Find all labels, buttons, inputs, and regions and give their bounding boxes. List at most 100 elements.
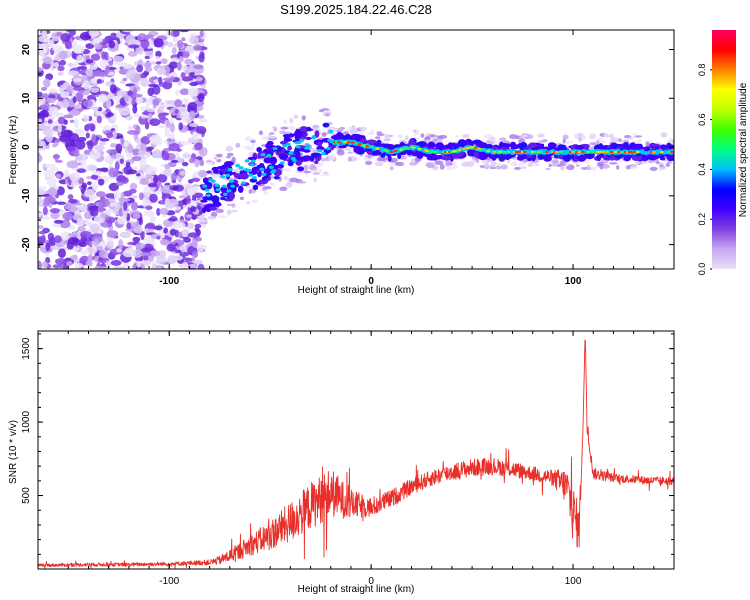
noise-blob — [97, 206, 105, 213]
ridge-body-blob — [295, 159, 302, 166]
ridge-body-blob — [259, 163, 265, 168]
ridge-core-blob — [214, 183, 220, 187]
noise-blob — [67, 233, 79, 238]
noise-blob — [42, 127, 53, 136]
ridge-body-blob — [202, 207, 207, 214]
noise-blob — [66, 85, 74, 94]
ridge-halo-blob — [666, 160, 673, 164]
noise-blob — [50, 166, 59, 171]
ridge-body-blob — [371, 150, 377, 156]
ridge-body-blob — [310, 152, 320, 158]
noise-blob — [119, 80, 126, 84]
ridge-core-blob — [305, 144, 311, 148]
noise-blob — [38, 35, 50, 43]
spectrogram-y-tick-label: 20 — [21, 44, 32, 56]
ridge-halo-blob — [559, 167, 565, 171]
noise-blob — [38, 66, 43, 72]
ridge-core-blob — [282, 144, 288, 148]
spectrogram-y-label: Frequency (Hz) — [8, 116, 19, 185]
noise-blob — [189, 72, 195, 77]
ridge-body-blob — [209, 206, 217, 211]
noise-blob — [57, 65, 65, 72]
ridge-peak-blob — [405, 146, 410, 150]
ridge-core-blob — [317, 149, 323, 153]
noise-blob — [75, 91, 84, 102]
noise-blob — [120, 136, 125, 146]
noise-blob — [91, 181, 99, 191]
noise-blob — [187, 258, 192, 262]
noise-blob — [92, 37, 103, 44]
noise-blob — [73, 247, 80, 252]
ridge-halo-blob — [293, 114, 299, 120]
ridge-core-blob — [230, 184, 236, 188]
noise-blob — [89, 223, 100, 233]
ridge-body-blob — [340, 135, 347, 140]
noise-blob — [85, 132, 90, 139]
colorbar-tick-label: 0.8 — [697, 64, 707, 77]
noise-blob — [122, 30, 135, 33]
ridge-peak-blob — [389, 150, 394, 154]
ridge-body-blob — [288, 160, 293, 165]
noise-blob — [152, 149, 162, 159]
noise-blob — [38, 225, 44, 229]
noise-blob — [38, 260, 43, 269]
noise-blob — [112, 95, 119, 101]
noise-blob — [130, 96, 136, 105]
ridge-halo-blob — [597, 161, 604, 166]
noise-blob — [58, 50, 68, 60]
ridge-halo-blob — [288, 117, 294, 124]
ridge-core-blob — [288, 151, 294, 155]
noise-blob — [187, 86, 199, 97]
noise-blob — [85, 43, 95, 49]
noise-blob — [179, 88, 190, 96]
ridge-halo-blob — [514, 166, 521, 170]
noise-blob — [189, 35, 200, 45]
ridge-halo-blob — [602, 160, 610, 163]
noise-blob — [174, 109, 179, 114]
noise-blob — [42, 206, 48, 216]
ridge-halo-blob — [312, 124, 320, 129]
noise-blob — [159, 238, 169, 245]
ridge-halo-blob — [216, 153, 223, 158]
noise-blob — [130, 93, 143, 98]
ridge-body-blob — [441, 155, 452, 161]
noise-blob — [105, 112, 114, 118]
noise-blob — [88, 197, 95, 202]
noise-blob — [149, 193, 158, 203]
ridge-halo-blob — [474, 158, 479, 162]
ridge-body-blob — [647, 153, 658, 161]
ridge-core-blob — [229, 179, 234, 183]
noise-blob — [93, 239, 100, 247]
ridge-halo-blob — [628, 137, 634, 140]
noise-blob — [106, 132, 114, 139]
ridge-peak-blob — [480, 148, 484, 151]
ridge-body-blob — [263, 157, 273, 164]
snr-y-tick-label: 1500 — [21, 337, 32, 360]
ridge-halo-blob — [397, 134, 403, 139]
ridge-halo-blob — [520, 166, 527, 170]
noise-blob — [40, 86, 48, 91]
noise-blob — [55, 173, 62, 179]
noise-blob — [116, 248, 122, 253]
noise-blob — [38, 186, 47, 191]
ridge-halo-blob — [347, 151, 353, 154]
ridge-halo-blob — [282, 119, 288, 125]
noise-blob — [139, 143, 147, 151]
ridge-halo-blob — [384, 134, 391, 140]
noise-blob — [132, 104, 138, 114]
noise-blob — [172, 186, 178, 191]
noise-blob — [157, 173, 168, 183]
noise-blob — [180, 140, 191, 146]
noise-blob — [105, 260, 112, 269]
ridge-body-blob — [322, 122, 330, 128]
ridge-halo-blob — [537, 140, 547, 144]
noise-blob — [85, 59, 94, 64]
noise-blob — [67, 70, 80, 76]
ridge-peak-blob — [601, 150, 606, 154]
noise-blob — [179, 251, 190, 257]
noise-blob — [182, 50, 190, 59]
spectrogram-x-tick-label: 100 — [565, 276, 582, 287]
noise-blob — [67, 62, 74, 67]
noise-blob — [96, 245, 104, 251]
